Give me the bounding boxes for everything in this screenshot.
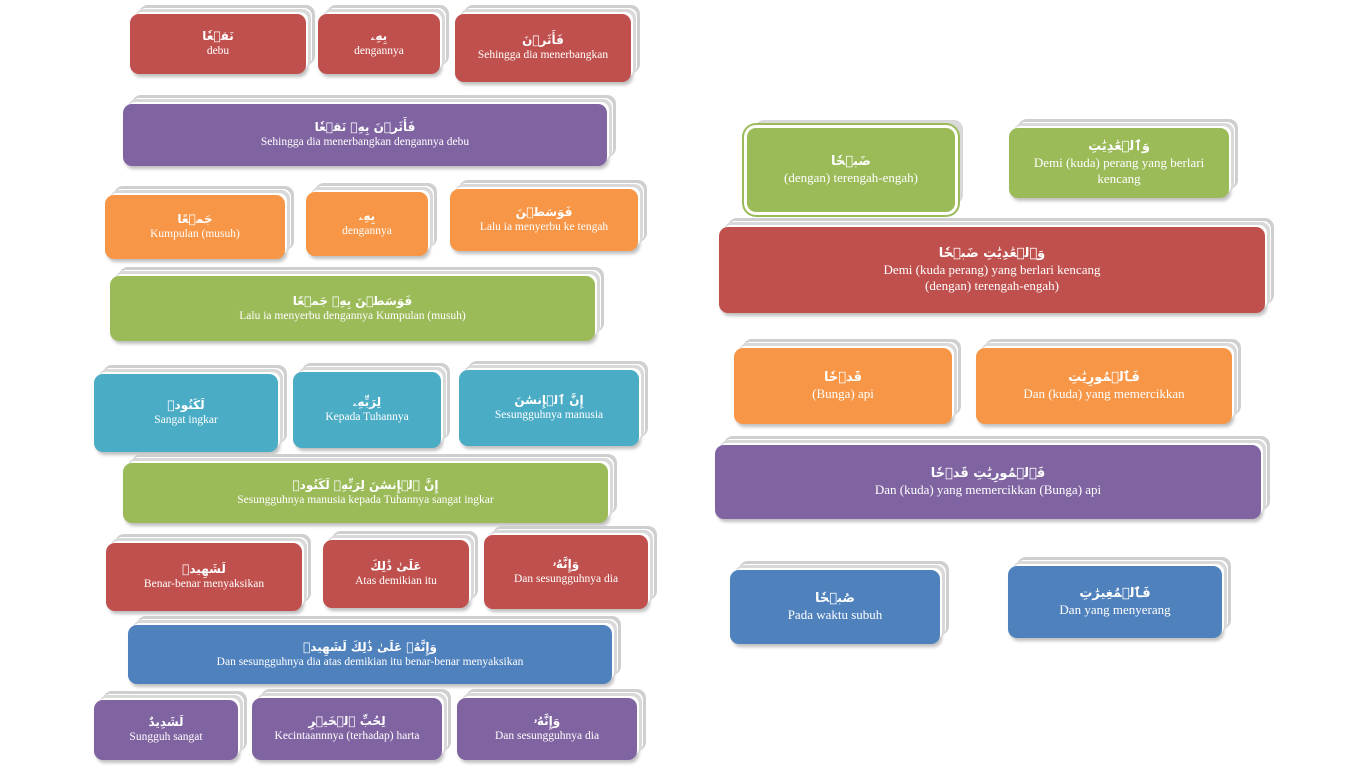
- word-card-jam-an: جَمۡعًا Kumpulan (musuh): [105, 195, 285, 259]
- arabic-text: عَلَىٰ ذَٰلِكَ: [370, 559, 422, 574]
- arabic-text: فَٱلۡمُغِيرَٰتِ: [1079, 585, 1151, 601]
- word-card-qadhan: قَدۡحٗا (Bunga) api: [734, 348, 952, 424]
- arabic-text: فَٱلۡمُورِيَٰتِ قَدۡحٗا: [930, 465, 1046, 481]
- word-card-wa-innahu-2: وَإِنَّهُۥ Dan sesungguhnya dia: [457, 698, 637, 760]
- word-card-fawasatna: فَوَسَطۡنَ Lalu ia menyerbu ke tengah: [450, 189, 638, 251]
- arabic-text: لَكَنُودٞ: [167, 398, 205, 413]
- translation-text: Dan yang menyerang: [1059, 602, 1171, 617]
- translation-text: Lalu ia menyerbu dengannya Kumpulan (mus…: [239, 309, 466, 322]
- arabic-text: فَوَسَطۡنَ بِهِۦ جَمۡعًا: [292, 293, 413, 308]
- arabic-text: فَأَثَرۡنَ بِهِۦ نَقۡعٗا: [314, 120, 416, 135]
- translation-text: debu: [206, 45, 230, 58]
- translation-text: Dan sesungguhnya dia: [513, 573, 619, 586]
- translation-text: Sungguh sangat: [129, 731, 203, 744]
- translation-text: Pada waktu subuh: [787, 607, 883, 622]
- word-card-fal-mughirat: فَٱلۡمُغِيرَٰتِ Dan yang menyerang: [1008, 566, 1222, 638]
- phrase-card-innal-insana-lirabbihi-lakanud: إِنَّ ٱلۡإِنسَٰنَ لِرَبِّهِۦ لَكَنُودٞ S…: [123, 463, 608, 523]
- translation-text: Lalu ia menyerbu ke tengah: [479, 221, 609, 234]
- arabic-text: قَدۡحٗا: [823, 369, 863, 385]
- word-card-ala-dhalika: عَلَىٰ ذَٰلِكَ Atas demikian itu: [323, 540, 469, 608]
- translation-text: Demi (kuda) perang yang berlari kencang: [1033, 154, 1205, 187]
- arabic-text: جَمۡعًا: [177, 212, 213, 227]
- translation-text: Sesungguhnya manusia: [494, 409, 604, 422]
- arabic-text: فَوَسَطۡنَ: [515, 205, 573, 220]
- arabic-text: فَٱلۡمُورِيَٰتِ: [1068, 369, 1140, 385]
- word-card-wal-adiyat: وَٱلۡعَٰدِيَٰتِ Demi (kuda) perang yang …: [1009, 128, 1229, 198]
- translation-text: dengannya: [354, 45, 404, 58]
- word-card-wa-innahu-1: وَإِنَّهُۥ Dan sesungguhnya dia: [484, 535, 648, 609]
- translation-text: Dan (kuda) yang memercikkan (Bunga) api: [874, 482, 1102, 497]
- translation-text: Dan sesungguhnya dia atas demikian itu b…: [216, 655, 524, 668]
- arabic-text: لِحُبِّ ٱلۡخَيۡرِ: [308, 714, 386, 729]
- word-card-lirabbihi: لِرَبِّهِۦ Kepada Tuhannya: [293, 372, 441, 448]
- translation-text: Kepada Tuhannya: [325, 411, 409, 424]
- phrase-card-fawasatna-bihi-jam-an: فَوَسَطۡنَ بِهِۦ جَمۡعًا Lalu ia menyerb…: [110, 276, 595, 341]
- arabic-text: وَٱلۡعَٰدِيَٰتِ: [1088, 138, 1150, 154]
- arabic-text: إِنَّ ٱلۡإِنسَٰنَ: [514, 393, 584, 408]
- translation-text: Kecintaannnya (terhadap) harta: [274, 730, 420, 743]
- arabic-text: بِهِۦ: [358, 209, 376, 224]
- translation-text: Atas demikian itu: [355, 575, 437, 588]
- translation-text: Sangat ingkar: [154, 414, 218, 427]
- word-card-lashadid: لَشَدِيدٌ Sungguh sangat: [94, 700, 238, 760]
- word-card-naq-an: نَقۡعٗا debu: [130, 14, 306, 74]
- word-card-lashahid: لَشَهِيدٞ Benar-benar menyaksikan: [106, 543, 302, 611]
- translation-text: Benar-benar menyaksikan: [143, 578, 265, 591]
- translation-text: (dengan) terengah-engah): [784, 170, 918, 185]
- word-card-lihubbil-khayr: لِحُبِّ ٱلۡخَيۡرِ Kecintaannnya (terhada…: [252, 698, 442, 760]
- translation-text: (Bunga) api: [812, 386, 874, 401]
- arabic-text: وَإِنَّهُۥ: [533, 714, 561, 729]
- translation-text: Sehingga dia menerbangkan dengannya debu: [260, 136, 470, 149]
- translation-text: dengannya: [342, 225, 392, 238]
- translation-text: Dan (kuda) yang memercikkan: [1023, 386, 1185, 401]
- phrase-card-fal-muriyat-qadhan: فَٱلۡمُورِيَٰتِ قَدۡحٗا Dan (kuda) yang …: [715, 445, 1261, 519]
- arabic-text: وَإِنَّهُۥ: [552, 557, 580, 572]
- translation-text: Sesungguhnya manusia kepada Tuhannya san…: [237, 494, 494, 507]
- arabic-text: فَأَثَرۡنَ: [522, 33, 564, 48]
- word-card-bihi-2: بِهِۦ dengannya: [306, 192, 428, 256]
- word-card-fal-muriyat: فَٱلۡمُورِيَٰتِ Dan (kuda) yang memercik…: [976, 348, 1232, 424]
- arabic-text: صُبۡحٗا: [815, 590, 855, 606]
- translation-text: Sehingga dia menerbangkan: [477, 49, 609, 62]
- word-card-subhan: صُبۡحٗا Pada waktu subuh: [730, 570, 940, 644]
- word-card-dabhan[interactable]: ضَبۡحٗا (dengan) terengah-engah): [747, 128, 955, 212]
- arabic-text: لَشَهِيدٞ: [182, 562, 226, 577]
- arabic-text: لِرَبِّهِۦ: [352, 395, 382, 410]
- translation-text: Kumpulan (musuh): [150, 228, 240, 241]
- word-card-bihi-1: بِهِۦ dengannya: [318, 14, 440, 74]
- word-card-lakanud: لَكَنُودٞ Sangat ingkar: [94, 374, 278, 452]
- arabic-text: بِهِۦ: [370, 29, 388, 44]
- translation-text-line-2: (dengan) terengah-engah): [925, 278, 1059, 294]
- word-card-innal-insana: إِنَّ ٱلۡإِنسَٰنَ Sesungguhnya manusia: [459, 370, 639, 446]
- word-card-faatharna: فَأَثَرۡنَ Sehingga dia menerbangkan: [455, 14, 631, 82]
- phrase-card-wal-adiyat-dabhan: وَٱلۡعَٰدِيَٰتِ ضَبۡحٗا Demi (kuda peran…: [719, 227, 1265, 313]
- arabic-text: لَشَدِيدٌ: [148, 715, 184, 730]
- arabic-text: وَٱلۡعَٰدِيَٰتِ ضَبۡحٗا: [938, 245, 1046, 261]
- arabic-text: إِنَّ ٱلۡإِنسَٰنَ لِرَبِّهِۦ لَكَنُودٞ: [292, 478, 439, 493]
- translation-text: Dan sesungguhnya dia: [494, 730, 600, 743]
- phrase-card-faatharna-bihi-naq-an: فَأَثَرۡنَ بِهِۦ نَقۡعٗا Sehingga dia me…: [123, 104, 607, 166]
- arabic-text: ضَبۡحٗا: [831, 153, 871, 169]
- phrase-card-wa-innahu-ala-dhalika-lashahid: وَإِنَّهُۥ عَلَىٰ ذَٰلِكَ لَشَهِيدٞ Dan …: [128, 625, 612, 684]
- arabic-text: وَإِنَّهُۥ عَلَىٰ ذَٰلِكَ لَشَهِيدٞ: [303, 639, 437, 654]
- translation-text: Demi (kuda perang) yang berlari kencang: [883, 261, 1101, 277]
- arabic-text: نَقۡعٗا: [202, 29, 234, 44]
